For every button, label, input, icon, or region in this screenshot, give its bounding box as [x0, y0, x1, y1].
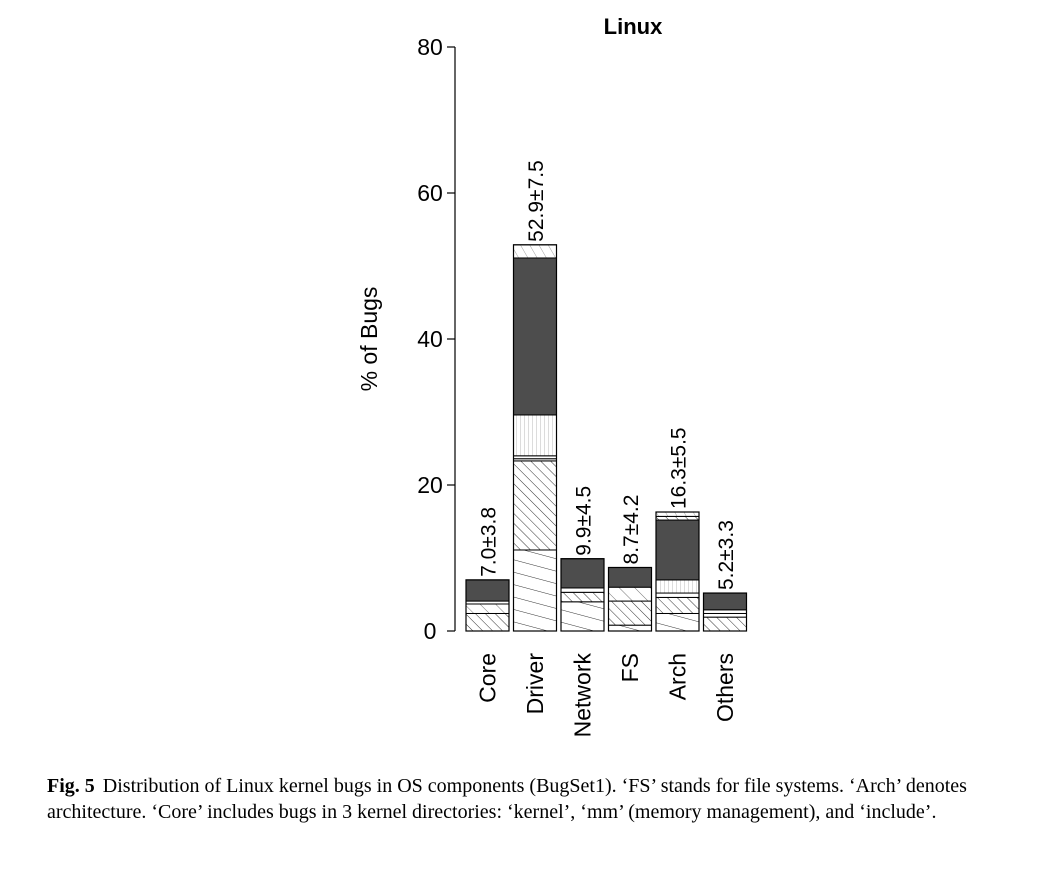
bar-network	[560, 558, 605, 632]
bar-segment	[560, 587, 605, 593]
bar-segment	[655, 519, 700, 581]
bar-segment	[608, 586, 652, 602]
bar-segment	[513, 244, 557, 259]
bar-segment	[608, 624, 652, 632]
bar-segment	[655, 511, 700, 517]
bar-outline	[655, 511, 700, 632]
bar-segment	[655, 592, 700, 598]
bar-core	[465, 579, 510, 632]
bar-outline	[702, 592, 748, 632]
bar-segment	[703, 612, 747, 618]
y-tick-label: 60	[417, 180, 443, 206]
bar-segment	[465, 579, 510, 602]
bar-segment	[560, 601, 605, 632]
figure-caption: Fig. 5 Distribution of Linux kernel bugs …	[47, 773, 982, 825]
bar-others	[702, 592, 748, 632]
bar-driver	[512, 244, 558, 632]
caption-text: Distribution of Linux kernel bugs in OS …	[47, 775, 967, 823]
bar-segment	[655, 515, 700, 521]
bar-outline	[465, 579, 510, 632]
bar-segment	[560, 591, 605, 603]
bar-outline	[560, 558, 605, 632]
x-tick-label: FS	[617, 653, 643, 682]
bar-value-label: 52.9±7.5	[525, 160, 548, 242]
bar-segment	[703, 592, 747, 611]
bar-segment	[655, 596, 700, 614]
x-tick-label: Driver	[522, 653, 548, 715]
bar-segment	[655, 612, 700, 632]
x-tick-label: Arch	[665, 653, 691, 700]
bar-arch	[655, 511, 700, 632]
y-tick-label: 0	[424, 618, 437, 644]
bar-segment	[465, 603, 510, 614]
bar-outline	[607, 566, 653, 632]
bar-fs	[607, 566, 653, 632]
bar-value-label: 9.9±4.5	[573, 486, 596, 556]
bar-value-label: 8.7±4.2	[620, 495, 643, 565]
bar-segment	[513, 460, 557, 551]
bar-segment	[703, 609, 747, 614]
bar-segment	[465, 612, 510, 632]
bar-segment	[655, 579, 700, 594]
y-axis-ticks: 0 20 40 60 80	[417, 34, 455, 644]
bar-segment	[513, 257, 557, 416]
y-tick-label: 20	[417, 472, 443, 498]
y-tick-label: 80	[417, 34, 443, 60]
bar-segment	[608, 600, 652, 626]
value-labels-group: 7.0±3.8 52.9±7.5 9.9±4.5 8.7±4.2 16.3±5.5 5.2…	[478, 160, 739, 590]
bar-segment	[608, 566, 652, 588]
bar-segment	[703, 616, 747, 632]
bar-value-label: 5.2±3.3	[715, 520, 738, 590]
chart-title: Linux	[604, 14, 663, 39]
bar-value-label: 16.3±5.5	[668, 427, 691, 509]
bar-segment	[560, 558, 605, 589]
x-axis-labels-group: Core Driver Network FS Arch Others	[475, 653, 739, 738]
figure-label: Fig. 5	[47, 775, 95, 797]
y-tick-label: 40	[417, 326, 443, 352]
bar-value-label: 7.0±3.8	[478, 507, 501, 577]
x-tick-label: Network	[570, 653, 596, 738]
x-tick-label: Others	[712, 653, 738, 722]
bar-outline	[512, 244, 558, 632]
bars-group	[465, 244, 748, 632]
bar-segment	[513, 549, 557, 632]
x-tick-label: Core	[475, 653, 501, 703]
y-axis-label: % of Bugs	[356, 287, 382, 392]
bar-segment	[513, 414, 557, 457]
